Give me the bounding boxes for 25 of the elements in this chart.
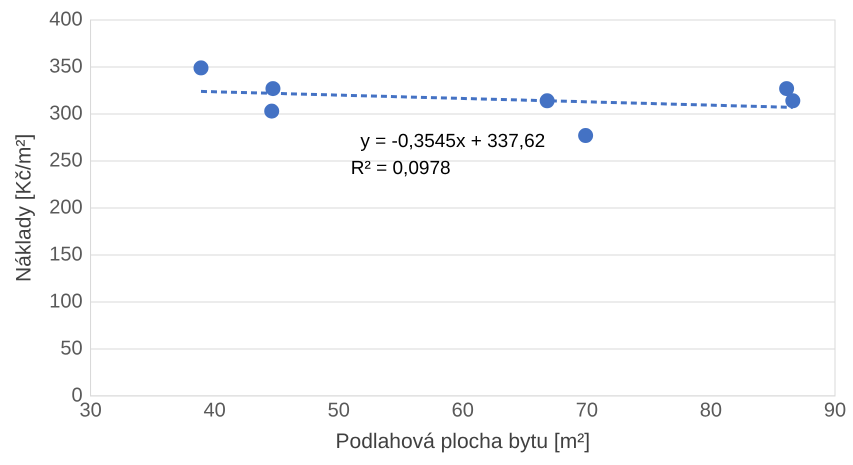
x-tick-label: 40 [204, 399, 226, 422]
point [785, 93, 800, 108]
x-tick-label: 60 [452, 399, 474, 422]
y-tick-label: 100 [49, 290, 83, 312]
point [264, 104, 280, 119]
y-tick-label: 200 [49, 196, 83, 218]
y-tick-label: 300 [49, 102, 83, 124]
x-tick-label: 50 [328, 399, 350, 422]
point [265, 81, 280, 96]
y-tick-label: 400 [49, 8, 83, 31]
y-tick-label: 250 [49, 149, 83, 172]
x-tick-label: 90 [824, 399, 846, 422]
x-tick-label: 80 [700, 399, 722, 422]
y-axis-title: Náklady [Kč/m²] [12, 134, 36, 282]
y-tick-label: 350 [49, 55, 83, 78]
point [193, 60, 208, 76]
y-tick-label: 50 [60, 337, 83, 360]
x-tick-label: 70 [576, 399, 598, 422]
point [578, 128, 594, 144]
annotation: R² = 0,0978 [350, 158, 451, 180]
point [779, 81, 794, 96]
x-axis-title: Podlahová plocha bytu [m²] [336, 430, 590, 454]
point [540, 93, 555, 108]
annotation: y = -0,3545x + 337,62 [360, 131, 546, 152]
y-tick-label: 150 [49, 243, 83, 266]
